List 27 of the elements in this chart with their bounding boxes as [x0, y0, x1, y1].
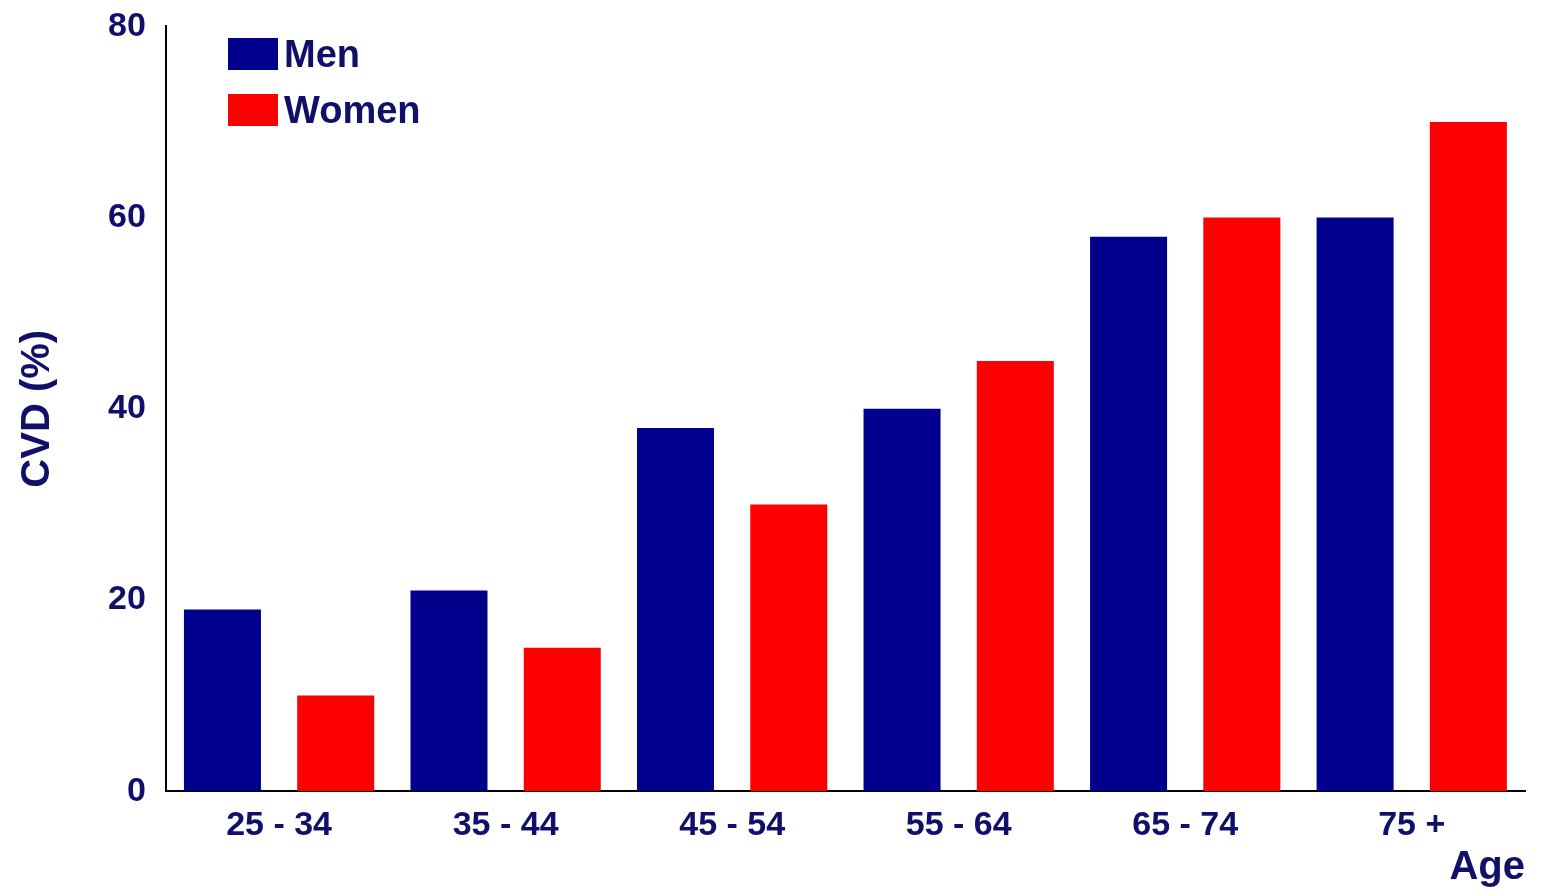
bar [297, 695, 375, 792]
x-tick-label: 75 + [1378, 803, 1446, 842]
y-tick-label: 0 [126, 769, 146, 808]
legend-label: Men [284, 32, 360, 76]
x-tick-label: 25 - 34 [226, 803, 333, 842]
x-axis-title: Age [1449, 843, 1525, 888]
bar [1316, 217, 1394, 792]
x-tick-label: 45 - 54 [679, 803, 786, 842]
bar [1090, 236, 1168, 792]
bar [410, 590, 488, 792]
bar [523, 647, 601, 792]
x-tick-label: 35 - 44 [452, 803, 559, 842]
bar [183, 609, 261, 792]
x-tick-label: 55 - 64 [905, 803, 1012, 842]
legend-label: Women [284, 88, 421, 132]
bar [976, 361, 1054, 792]
y-tick-label: 60 [107, 195, 146, 234]
bar [1203, 217, 1281, 792]
y-tick-label: 40 [107, 387, 146, 426]
bar [863, 408, 941, 792]
bar [637, 427, 715, 792]
y-tick-label: 80 [107, 4, 146, 43]
y-axis-title: CVD (%) [13, 329, 58, 488]
bar [750, 504, 828, 792]
bar [1429, 122, 1507, 792]
y-tick-label: 20 [107, 578, 146, 617]
x-tick-label: 65 - 74 [1132, 803, 1239, 842]
